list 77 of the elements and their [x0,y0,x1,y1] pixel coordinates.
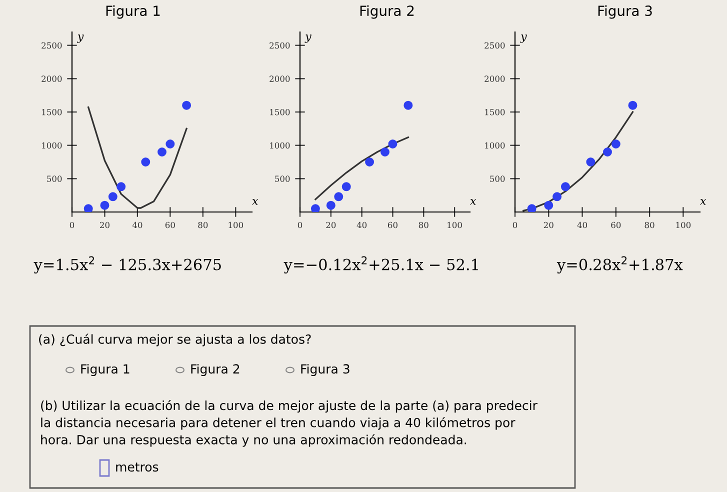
y-tick-label: 2000 [484,76,505,82]
text: y=0.28x$^{2}$+1.87x [556,256,683,274]
y-tick-label: 2500 [484,42,505,49]
x-tick-label: 60 [388,222,398,228]
point [388,140,398,148]
x-axis-title: x [700,199,706,205]
x-tick-label: 100 [228,222,244,228]
x-tick-label: 20 [544,222,554,228]
point [116,182,126,192]
point [586,158,596,166]
y-tick-label: 500 [490,176,505,182]
x-tick-label: 20 [100,222,110,228]
point [342,182,351,192]
text: metros [116,462,158,472]
line-series [522,111,634,212]
text: y=1.5x$^{2}$ − 125.3x+2675 [34,256,221,274]
x-tick-label: 60 [611,222,621,228]
point [310,204,320,212]
point [141,158,150,166]
text: (b) Utilizar la ecuación de la curva de mejor ajuste de la parte (a) para predecir la distancia necesaria para detener el tren cuando viaja a 40 kilómetros por hora. Dar una respuesta exacta y no una aproximación redondeada. [41,400,538,447]
text: (a) ¿Cuál curva mejor se ajusta a los datos? [39,334,311,346]
point [158,148,166,156]
point [84,204,93,212]
y-tick-label: 500 [47,176,62,182]
y-tick-label: 1500 [485,108,505,116]
text: y=−0.12x$^{2}$+25.1x − 52.1 [284,256,478,274]
x-tick-label: 100 [448,222,462,228]
x-tick-label: 40 [132,222,142,228]
y-axis-title: y [304,34,312,43]
x-tick-label: 80 [198,222,208,228]
y-tick-label: 1500 [42,108,62,116]
y-tick-label: 1000 [42,142,62,149]
chart-title: Figura 3 [598,5,652,19]
x-tick-label: 0 [512,222,518,228]
point [552,192,562,202]
y-tick-label: 2000 [42,76,62,82]
y-axis-title: y [520,34,527,43]
y-tick-label: 2500 [270,42,290,49]
text: Figura 3 [301,364,350,376]
x-tick-label: 0 [298,222,302,228]
point [326,200,336,210]
point [404,100,413,110]
text: Figura 1 [81,364,130,376]
point [365,158,374,166]
y-tick-label: 1500 [270,108,290,116]
line-series [314,136,410,200]
point [182,100,192,110]
chart-title: Figura 2 [360,5,414,19]
point [527,204,536,212]
x-tick-label: 80 [644,222,654,228]
point [108,192,118,202]
y-tick-label: 1000 [270,142,290,149]
point [628,100,638,110]
chart-title: Figura 1 [106,5,160,19]
x-tick-label: 40 [356,222,367,228]
y-tick-label: 2000 [270,76,290,82]
x-tick-label: 100 [676,222,691,228]
point [560,182,570,192]
x-axis-title: x [470,199,476,205]
point [544,200,554,210]
point [166,140,175,148]
x-tick-label: 60 [165,222,175,228]
point [611,140,620,148]
y-tick-label: 500 [275,176,290,182]
point [380,148,390,156]
point [100,200,110,210]
x-tick-label: 80 [418,222,428,228]
y-axis-title: y [76,34,84,43]
y-tick-label: 2500 [42,42,62,49]
point [334,192,344,202]
text: Figura 2 [191,364,240,376]
point [603,148,612,156]
x-tick-label: 40 [577,222,588,228]
x-tick-label: 20 [326,222,336,228]
x-tick-label: 0 [70,222,74,228]
x-axis-title: x [252,199,258,205]
y-tick-label: 1000 [485,142,505,149]
